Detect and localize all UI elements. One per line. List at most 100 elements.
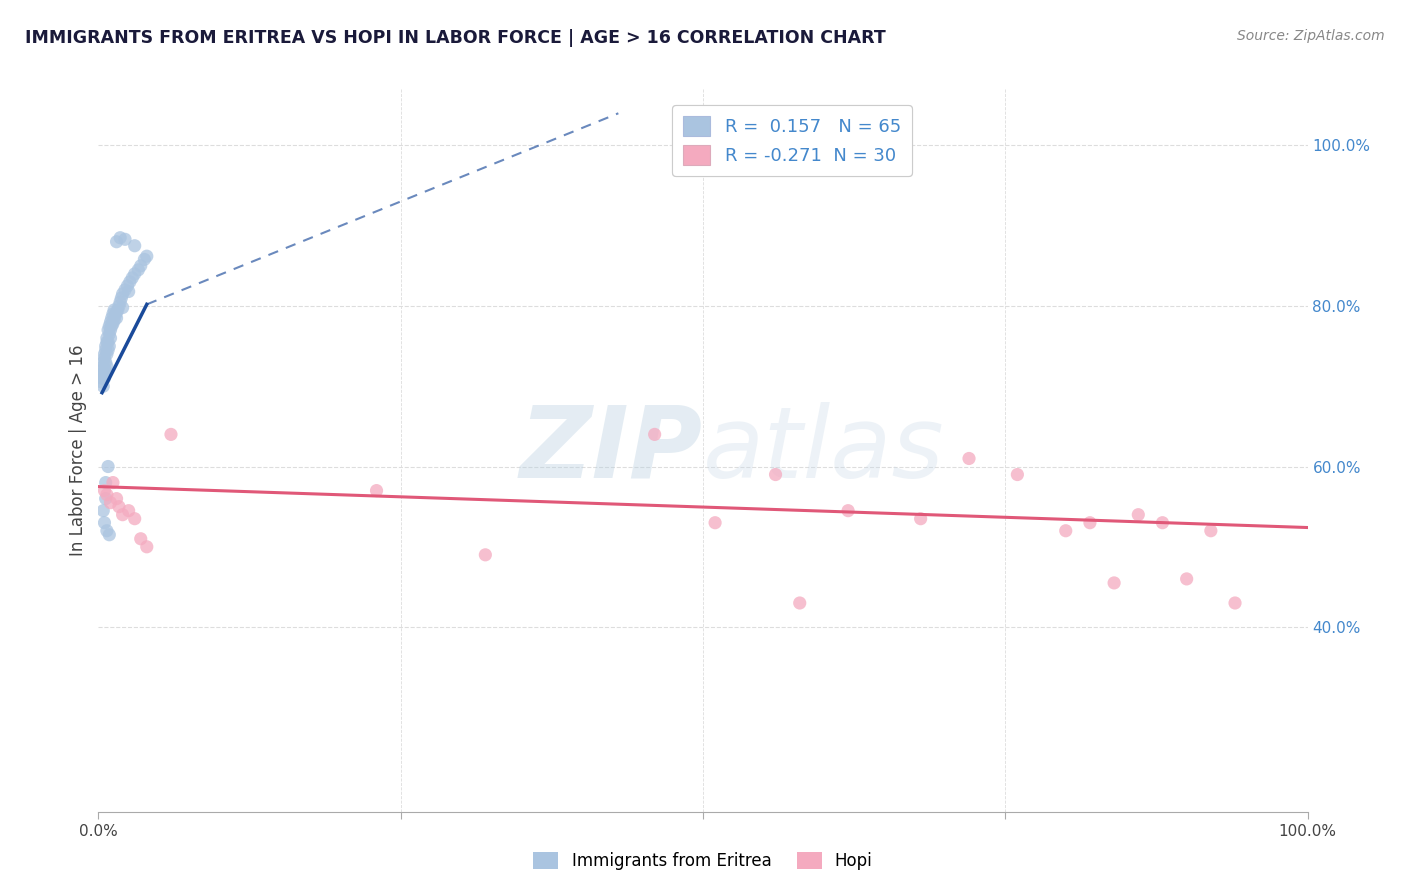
Point	[107, 302, 129, 317]
Point	[1054, 524, 1077, 538]
Point	[100, 331, 122, 345]
Point	[93, 351, 115, 366]
Point	[105, 491, 128, 506]
Point	[910, 511, 932, 525]
Point	[96, 347, 118, 361]
Point	[135, 249, 157, 263]
Point	[94, 339, 117, 353]
Point	[97, 459, 120, 474]
Point	[704, 516, 727, 530]
Point	[97, 334, 120, 349]
Point	[93, 363, 115, 377]
Point	[105, 235, 128, 249]
Point	[127, 262, 149, 277]
Point	[93, 516, 115, 530]
Point	[118, 285, 141, 299]
Point	[91, 359, 114, 373]
Legend: Immigrants from Eritrea, Hopi: Immigrants from Eritrea, Hopi	[527, 845, 879, 877]
Point	[105, 310, 128, 325]
Point	[101, 317, 124, 331]
Point	[101, 307, 124, 321]
Text: Source: ZipAtlas.com: Source: ZipAtlas.com	[1237, 29, 1385, 43]
Point	[124, 267, 146, 281]
Y-axis label: In Labor Force | Age > 16: In Labor Force | Age > 16	[69, 344, 87, 557]
Point	[111, 508, 134, 522]
Point	[108, 294, 131, 309]
Point	[135, 540, 157, 554]
Point	[110, 291, 132, 305]
Point	[97, 343, 120, 357]
Point	[91, 375, 114, 389]
Point	[96, 359, 118, 373]
Point	[765, 467, 787, 482]
Point	[100, 318, 122, 333]
Point	[108, 500, 131, 514]
Point	[91, 368, 114, 382]
Point	[366, 483, 388, 498]
Point	[91, 371, 114, 385]
Point	[1175, 572, 1198, 586]
Point	[100, 310, 122, 325]
Point	[98, 318, 121, 333]
Point	[118, 503, 141, 517]
Text: atlas: atlas	[703, 402, 945, 499]
Point	[1152, 516, 1174, 530]
Legend: R =  0.157   N = 65, R = -0.271  N = 30: R = 0.157 N = 65, R = -0.271 N = 30	[672, 105, 911, 176]
Point	[94, 355, 117, 369]
Point	[97, 323, 120, 337]
Text: ZIP: ZIP	[520, 402, 703, 499]
Point	[129, 259, 152, 273]
Point	[100, 315, 122, 329]
Text: IMMIGRANTS FROM ERITREA VS HOPI IN LABOR FORCE | AGE > 16 CORRELATION CHART: IMMIGRANTS FROM ERITREA VS HOPI IN LABOR…	[25, 29, 886, 46]
Point	[108, 230, 131, 244]
Point	[94, 491, 117, 506]
Point	[957, 451, 980, 466]
Point	[94, 475, 117, 490]
Point	[1128, 508, 1150, 522]
Point	[91, 355, 114, 369]
Point	[111, 286, 134, 301]
Point	[111, 301, 134, 315]
Point	[118, 275, 141, 289]
Point	[104, 309, 127, 323]
Point	[103, 302, 125, 317]
Point	[124, 238, 146, 252]
Point	[134, 252, 156, 267]
Point	[114, 232, 136, 246]
Point	[1007, 467, 1029, 482]
Point	[91, 363, 114, 377]
Point	[94, 343, 117, 357]
Point	[91, 368, 114, 382]
Point	[91, 503, 114, 517]
Point	[98, 326, 121, 341]
Point	[100, 495, 122, 509]
Point	[93, 347, 115, 361]
Point	[114, 283, 136, 297]
Point	[101, 475, 124, 490]
Point	[98, 339, 121, 353]
Point	[100, 323, 122, 337]
Point	[121, 271, 143, 285]
Point	[1102, 576, 1125, 591]
Point	[1199, 524, 1222, 538]
Point	[124, 511, 146, 525]
Point	[105, 305, 128, 319]
Point	[108, 299, 131, 313]
Point	[91, 379, 114, 393]
Point	[94, 363, 117, 377]
Point	[1223, 596, 1246, 610]
Point	[96, 334, 118, 349]
Point	[837, 503, 859, 517]
Point	[93, 483, 115, 498]
Point	[1078, 516, 1101, 530]
Point	[117, 278, 139, 293]
Point	[644, 427, 666, 442]
Point	[96, 524, 118, 538]
Point	[789, 596, 811, 610]
Point	[98, 527, 121, 541]
Point	[160, 427, 183, 442]
Point	[93, 371, 115, 385]
Point	[129, 532, 152, 546]
Point	[96, 331, 118, 345]
Point	[96, 487, 118, 501]
